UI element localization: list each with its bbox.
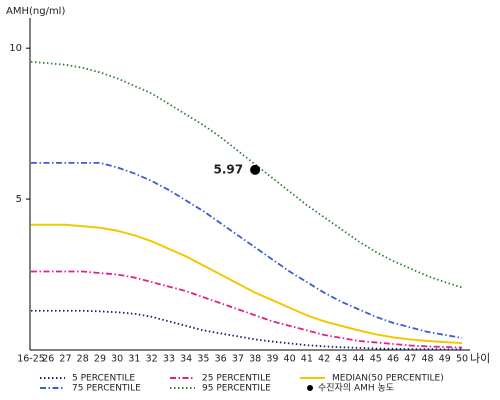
series-line — [31, 161, 463, 339]
legend-label: MEDIAN(50 PERCENTILE) — [332, 374, 444, 384]
x-axis-label: 나이 — [470, 352, 490, 365]
x-tick-label: 40 — [284, 354, 296, 365]
x-tick-label: 33 — [163, 354, 175, 365]
legend-label: 75 PERCENTILE — [72, 384, 141, 394]
x-tick-label: 31 — [128, 354, 140, 365]
legend-label: 95 PERCENTILE — [202, 384, 271, 394]
x-tick-label: 43 — [335, 354, 347, 365]
y-axis-label: AMH(ng/ml) — [6, 6, 65, 17]
x-tick-label: 16-25 — [17, 354, 45, 365]
x-tick-label: 47 — [404, 354, 416, 365]
series-line — [30, 60, 463, 289]
series-line — [31, 270, 463, 349]
x-tick-label: 29 — [94, 354, 106, 365]
x-tick-label: 34 — [180, 354, 192, 365]
x-tick-label: 28 — [77, 354, 89, 365]
x-tick-label: 50 — [456, 354, 468, 365]
x-tick-label: 26 — [42, 354, 54, 365]
x-tick-label: 38 — [249, 354, 261, 365]
x-tick-label: 49 — [439, 354, 451, 365]
series-line — [31, 223, 463, 345]
legend-swatch — [307, 385, 313, 391]
data-point — [250, 164, 261, 175]
legend-label: 수진자의 AMH 농도 — [318, 383, 394, 394]
x-tick-label: 45 — [370, 354, 382, 365]
legend-label: 5 PERCENTILE — [72, 374, 135, 384]
x-tick-label: 48 — [421, 354, 433, 365]
x-tick-label: 41 — [301, 354, 313, 365]
point-label: 5.97 — [214, 162, 244, 176]
x-tick-label: 42 — [318, 354, 330, 365]
x-tick-label: 39 — [266, 354, 278, 365]
legend-label: 25 PERCENTILE — [202, 374, 271, 384]
x-tick-label: 32 — [146, 354, 158, 365]
x-tick-label: 46 — [387, 354, 399, 365]
x-tick-label: 27 — [59, 354, 71, 365]
x-tick-label: 37 — [232, 354, 244, 365]
x-tick-label: 35 — [197, 354, 209, 365]
x-tick-label: 30 — [111, 354, 123, 365]
x-tick-label: 36 — [215, 354, 227, 365]
y-tick-label: 10 — [9, 43, 22, 54]
y-tick-label: 5 — [16, 194, 22, 205]
x-tick-label: 44 — [353, 354, 365, 365]
